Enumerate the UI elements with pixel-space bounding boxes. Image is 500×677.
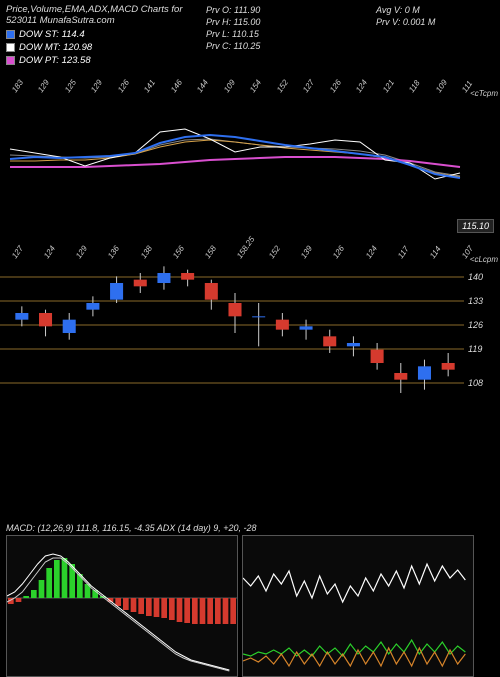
candle-panel: 127124129136138156158158.251521391261241… — [0, 253, 500, 421]
x-tick: 152 — [275, 78, 290, 94]
ema-chart — [0, 87, 500, 217]
x-tick: 127 — [301, 78, 316, 94]
x-tick: 146 — [169, 78, 184, 94]
chart-title: Price,Volume,EMA,ADX,MACD Charts for 523… — [6, 4, 206, 26]
spacer — [0, 421, 500, 521]
svg-text:108: 108 — [468, 378, 483, 388]
x-tick: 121 — [381, 78, 396, 94]
legend-item: DOW ST: 114.4 — [6, 28, 206, 41]
x-tick: 158.25 — [235, 235, 256, 260]
svg-text:126: 126 — [468, 320, 483, 330]
adx-chart — [243, 536, 473, 676]
x-tick: 109 — [222, 78, 237, 94]
ohlc-stats: Prv O: 111.90Prv H: 115.00Prv L: 110.15P… — [206, 4, 376, 67]
ema-x-axis: 1831291251291261411461441091541521271261… — [0, 89, 500, 103]
x-tick: 109 — [434, 78, 449, 94]
candle-x-axis: 127124129136138156158158.251521391261241… — [0, 255, 500, 269]
adx-box — [242, 535, 474, 677]
stat-line: Avg V: 0 M — [376, 4, 494, 16]
legend-item: DOW PT: 123.58 — [6, 54, 206, 67]
ema-panel: 1831291251291261411461441091541521271261… — [0, 87, 500, 235]
macd-box — [6, 535, 238, 677]
legend-label: DOW PT: 123.58 — [19, 54, 91, 67]
x-tick: 124 — [364, 244, 379, 260]
svg-text:119: 119 — [468, 344, 482, 354]
x-tick: 154 — [248, 78, 263, 94]
x-tick: 152 — [267, 244, 282, 260]
x-tick: 138 — [139, 244, 154, 260]
legend-label: DOW MT: 120.98 — [19, 41, 92, 54]
x-tick: 124 — [354, 78, 369, 94]
x-tick: 127 — [10, 244, 25, 260]
legend-swatch — [6, 43, 15, 52]
legend-item: DOW MT: 120.98 — [6, 41, 206, 54]
x-tick: 126 — [116, 78, 131, 94]
svg-text:133: 133 — [468, 296, 483, 306]
legend-swatch — [6, 56, 15, 65]
legend-label: DOW ST: 114.4 — [19, 28, 85, 41]
x-tick: 118 — [407, 79, 422, 95]
stat-line: Prv L: 110.15 — [206, 28, 376, 40]
x-tick: 183 — [10, 78, 25, 94]
indicator-row — [0, 535, 500, 677]
stat-line: Prv H: 115.00 — [206, 16, 376, 28]
x-tick: 126 — [328, 78, 343, 94]
chart-header: Price,Volume,EMA,ADX,MACD Charts for 523… — [0, 0, 500, 69]
stat-line: Prv O: 111.90 — [206, 4, 376, 16]
svg-text:140: 140 — [468, 272, 483, 282]
header-left: Price,Volume,EMA,ADX,MACD Charts for 523… — [6, 4, 206, 67]
x-tick: 117 — [396, 245, 411, 261]
x-tick: 114 — [428, 245, 443, 261]
stat-line: Prv V: 0.001 M — [376, 16, 494, 28]
legend-swatch — [6, 30, 15, 39]
macd-adx-label: MACD: (12,26,9) 111.8, 116.15, -4.35 ADX… — [0, 521, 500, 535]
x-tick: 125 — [63, 78, 78, 94]
candle-chart: 140 133 126 119 108 — [0, 253, 500, 403]
ema-scale-label: <cTcpm — [470, 89, 498, 98]
candle-scale-label: <cLcpm — [470, 255, 498, 264]
price-callout: 115.10 — [457, 219, 494, 233]
volume-stats: Avg V: 0 MPrv V: 0.001 M — [376, 4, 494, 67]
stat-line: Prv C: 110.25 — [206, 40, 376, 52]
x-tick: 156 — [171, 244, 186, 260]
legend-block: DOW ST: 114.4DOW MT: 120.98DOW PT: 123.5… — [6, 28, 206, 67]
x-tick: 158 — [203, 244, 218, 260]
macd-chart — [7, 536, 237, 676]
x-tick: 124 — [42, 244, 57, 260]
